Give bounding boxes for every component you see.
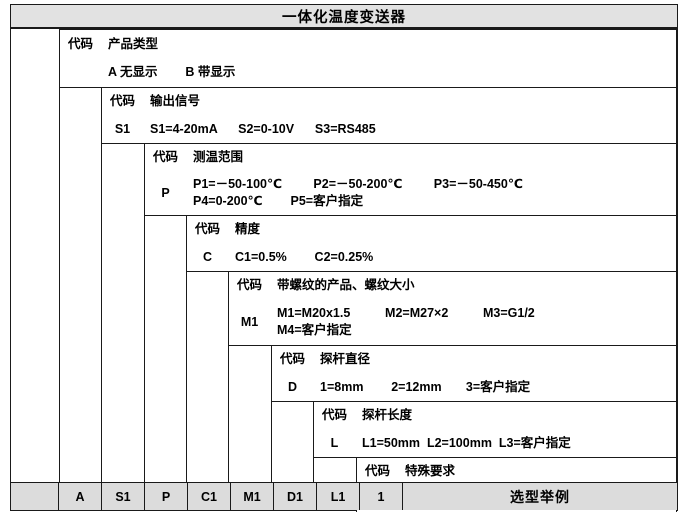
section-temperature-range-code-value: P: [144, 171, 187, 216]
section-probe-length-code-value: L: [313, 429, 356, 458]
section-thread-size-value: M1=M20x1.5 M2=M27×2 M3=G1/2 M4=客户指定: [270, 299, 677, 346]
section-output-signal-code-value: S1: [101, 115, 144, 144]
section-probe-length-value: L1=50mm L2=100mm L3=客户指定: [355, 429, 677, 458]
section-temperature-range-value: P1=－50-100℃ P2=－50-200℃ P3=－50-450℃ P4=0…: [186, 171, 677, 216]
section-accuracy-code-header: 代码: [186, 215, 229, 244]
section-product-type-value: A 无显示 B 带显示: [101, 58, 677, 88]
section-thread-size-label: 带螺纹的产品、螺纹大小: [270, 271, 677, 300]
summary-cell-probe-length: L1: [317, 483, 360, 510]
section-probe-diameter-code-header: 代码: [271, 345, 314, 374]
summary-cell-special-requirement: 1: [360, 483, 403, 510]
column-rule-2: [101, 58, 102, 484]
section-special-requirement-label: 特殊要求: [398, 457, 677, 485]
summary-example-label: 选型举例: [403, 483, 677, 510]
section-accuracy-code-value: C: [186, 243, 229, 272]
thread-size-line-1: M1=M20x1.5 M2=M27×2 M3=G1/2: [277, 306, 535, 321]
summary-cell-thread-size: M1: [231, 483, 274, 510]
temperature-range-line-2: P4=0-200℃ P5=客户指定: [193, 194, 364, 208]
selection-table: 代码 产品类型 A 无显示 B 带显示 代码 输出信号 S1 S1=4-20mA…: [10, 28, 678, 512]
section-accuracy-label: 精度: [228, 215, 677, 244]
section-probe-diameter-label: 探杆直径: [313, 345, 677, 374]
section-output-signal-value: S1=4-20mA S2=0-10V S3=RS485: [143, 115, 677, 144]
section-product-type-code-header: 代码: [59, 29, 102, 59]
column-rule-4: [186, 144, 187, 484]
column-rule-3: [144, 88, 145, 484]
section-accuracy-value: C1=0.5% C2=0.25%: [228, 243, 677, 272]
section-probe-length-code-header: 代码: [313, 401, 356, 430]
section-output-signal-label: 输出信号: [143, 87, 677, 116]
summary-cell-0: [11, 483, 59, 510]
summary-cell-temperature-range: P: [145, 483, 188, 510]
section-thread-size-code-header: 代码: [228, 271, 271, 300]
section-product-type-code-value: [59, 58, 102, 88]
section-probe-diameter-value: 1=8mm 2=12mm 3=客户指定: [313, 373, 677, 402]
section-output-signal-code-header: 代码: [101, 87, 144, 116]
section-special-requirement-code-header: 代码: [356, 457, 399, 485]
thread-size-line-2: M4=客户指定: [277, 323, 352, 337]
summary-row: A S1 P C1 M1 D1 L1 1 选型举例: [11, 482, 677, 510]
temperature-range-line-1: P1=－50-100℃ P2=－50-200℃ P3=－50-450℃: [193, 177, 523, 192]
section-temperature-range-code-header: 代码: [144, 143, 187, 172]
column-rule-1: [59, 29, 60, 484]
summary-cell-product-type: A: [59, 483, 102, 510]
summary-cell-probe-diameter: D1: [274, 483, 317, 510]
section-temperature-range-label: 测温范围: [186, 143, 677, 172]
summary-cell-output-signal: S1: [102, 483, 145, 510]
section-product-type-label: 产品类型: [101, 29, 677, 59]
section-probe-length-label: 探杆长度: [355, 401, 677, 430]
page-title: 一体化温度变送器: [10, 4, 678, 28]
section-probe-diameter-code-value: D: [271, 373, 314, 402]
section-thread-size-code-value: M1: [228, 299, 271, 346]
summary-cell-accuracy: C1: [188, 483, 231, 510]
